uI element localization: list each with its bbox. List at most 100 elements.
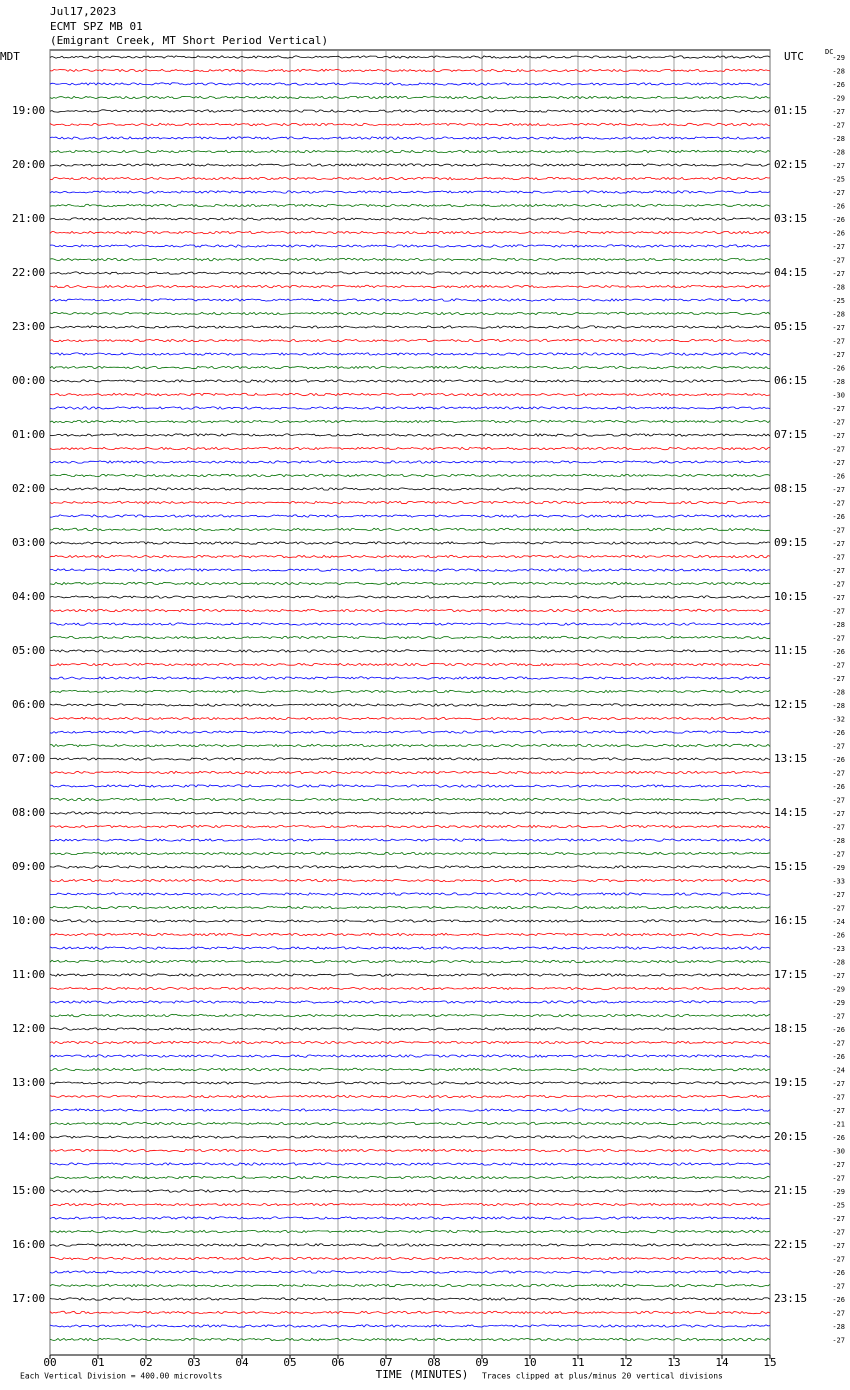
trace [49,149,771,154]
dc-offset: -27 [832,1215,845,1223]
trace [50,892,771,896]
right-hour-label: 22:15 [774,1238,807,1251]
trace [49,811,771,815]
trace [49,136,771,140]
dc-offset: -29 [832,999,845,1007]
dc-offset: -26 [832,203,845,211]
trace [49,1054,771,1058]
trace [49,784,770,788]
dc-offset: -33 [832,878,845,886]
x-tick-label: 09 [475,1356,488,1369]
trace [49,608,771,613]
right-hour-label: 05:15 [774,320,807,333]
dc-offset: -27 [832,1175,845,1183]
dc-offset: -28 [832,149,845,157]
trace [49,1337,771,1342]
trace [49,878,771,883]
dc-offset: -27 [832,567,845,575]
dc-offset: -27 [832,1242,845,1250]
x-tick-label: 13 [667,1356,680,1369]
dc-offset: -27 [832,554,845,562]
dc-offset: -27 [832,1013,845,1021]
x-tick-label: 02 [139,1356,152,1369]
dc-offset: -27 [832,1229,845,1237]
trace [49,190,771,194]
trace [49,1000,771,1004]
right-hour-label: 13:15 [774,752,807,765]
left-hour-label: 04:00 [12,590,45,603]
trace [49,298,771,302]
left-hour-label: 13:00 [12,1076,45,1089]
trace [49,1243,771,1247]
left-hour-label: 06:00 [12,698,45,711]
trace [49,122,771,127]
left-hour-label: 00:00 [12,374,45,387]
x-tick-label: 04 [235,1356,249,1369]
dc-offset: -26 [832,216,845,224]
dc-offset: -26 [832,729,845,737]
trace [49,986,771,991]
trace [49,1297,771,1301]
trace [49,379,771,383]
right-hour-label: 21:15 [774,1184,807,1197]
left-hour-label: 09:00 [12,860,45,873]
left-hour-label: 01:00 [12,428,45,441]
station: (Emigrant Creek, MT Short Period Vertica… [50,34,328,47]
trace [49,730,771,734]
trace [49,82,771,86]
dc-offset: -26 [832,756,845,764]
dc-offset: -28 [832,378,845,386]
trace [49,244,771,248]
trace [49,1256,771,1261]
trace [49,1229,771,1234]
dc-offset: -27 [832,1107,845,1115]
right-hour-label: 16:15 [774,914,807,927]
dc-offset: -27 [832,270,845,278]
trace [49,1189,771,1193]
trace [49,622,771,626]
x-tick-label: 00 [43,1356,56,1369]
dc-offset: -28 [832,1323,845,1331]
x-tick-label: 06 [331,1356,344,1369]
right-hour-label: 02:15 [774,158,807,171]
dc-offset: -27 [832,459,845,467]
dc-offset: -26 [832,365,845,373]
dc-offset: -21 [832,1121,845,1129]
right-hour-label: 14:15 [774,806,807,819]
dc-offset: -27 [832,432,845,440]
dc-offset: -28 [832,959,845,967]
dc-offset: -23 [832,945,845,953]
trace [49,325,771,329]
dc-offset: -27 [832,540,845,548]
trace [49,1108,771,1112]
trace [49,163,771,167]
left-hour-label: 15:00 [12,1184,45,1197]
right-hour-label: 07:15 [774,428,807,441]
dc-offset: -25 [832,297,845,305]
x-tick-label: 01 [91,1356,104,1369]
dc-offset: -29 [832,864,845,872]
right-hour-label: 01:15 [774,104,807,117]
trace [49,1013,771,1018]
trace [49,959,771,964]
trace [49,1175,771,1180]
dc-offset: -24 [832,1067,845,1075]
x-tick-label: 05 [283,1356,296,1369]
dc-offset: -27 [832,743,845,751]
trace [49,1135,771,1139]
trace [49,109,771,113]
trace [49,55,771,59]
trace [49,311,771,316]
trace [49,352,771,356]
dc-offset: -26 [832,1269,845,1277]
x-tick-label: 11 [571,1356,584,1369]
trace [50,743,771,748]
dc-offset: -27 [832,851,845,859]
dc-offset: -27 [832,662,845,670]
trace [49,514,771,518]
dc-offset: -27 [832,405,845,413]
dc-offset: -30 [832,1148,845,1156]
trace [49,230,771,235]
